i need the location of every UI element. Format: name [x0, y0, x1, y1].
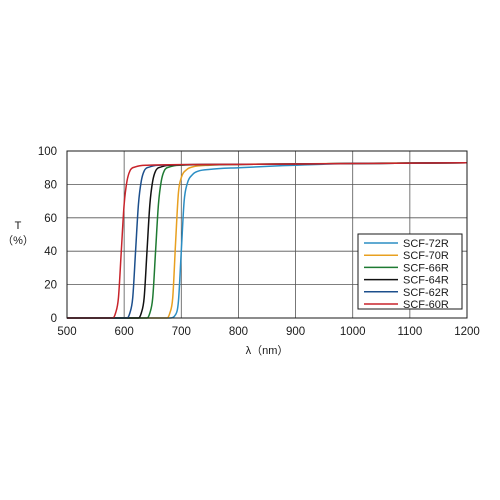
y-tick-label: 0: [51, 313, 57, 325]
x-tick-label: 1000: [340, 326, 366, 338]
x-tick-labels: 500 600 700 800 900 1000 1100 1200: [57, 326, 479, 338]
series-line-scf-72r: [67, 161, 468, 319]
legend-label: SCF-62R: [403, 287, 449, 299]
y-tick-label: 60: [44, 213, 57, 225]
plot-frame: [66, 150, 468, 319]
x-axis-label: λ（nm）: [246, 344, 289, 357]
x-tick-label: 500: [57, 326, 76, 338]
series-line-scf-60r: [67, 161, 468, 319]
x-tick-label: 1100: [397, 326, 422, 338]
y-axis-label-top: T: [15, 220, 22, 232]
legend-label: SCF-60R: [403, 299, 449, 311]
x-tick-label: 1200: [454, 326, 480, 338]
series-layer: [67, 161, 468, 319]
legend-label: SCF-66R: [403, 262, 449, 274]
legend-label: SCF-64R: [403, 275, 449, 287]
y-tick-label: 100: [38, 146, 57, 158]
legend: SCF-72RSCF-70RSCF-66RSCF-64RSCF-62RSCF-6…: [357, 233, 463, 311]
y-tick-labels: 0 20 40 60 80 100: [38, 146, 57, 325]
x-tick-label: 900: [286, 326, 305, 338]
legend-label: SCF-72R: [403, 238, 449, 250]
y-tick-label: 80: [44, 179, 57, 191]
x-tick-label: 700: [172, 326, 191, 338]
legend-label: SCF-70R: [403, 250, 449, 262]
y-axis-label-bottom: （%）: [2, 234, 34, 247]
y-tick-label: 20: [44, 280, 57, 292]
x-tick-label: 600: [115, 326, 134, 338]
legend-box: [357, 233, 463, 310]
y-tick-label: 40: [44, 246, 57, 258]
x-tick-label: 800: [229, 326, 248, 338]
